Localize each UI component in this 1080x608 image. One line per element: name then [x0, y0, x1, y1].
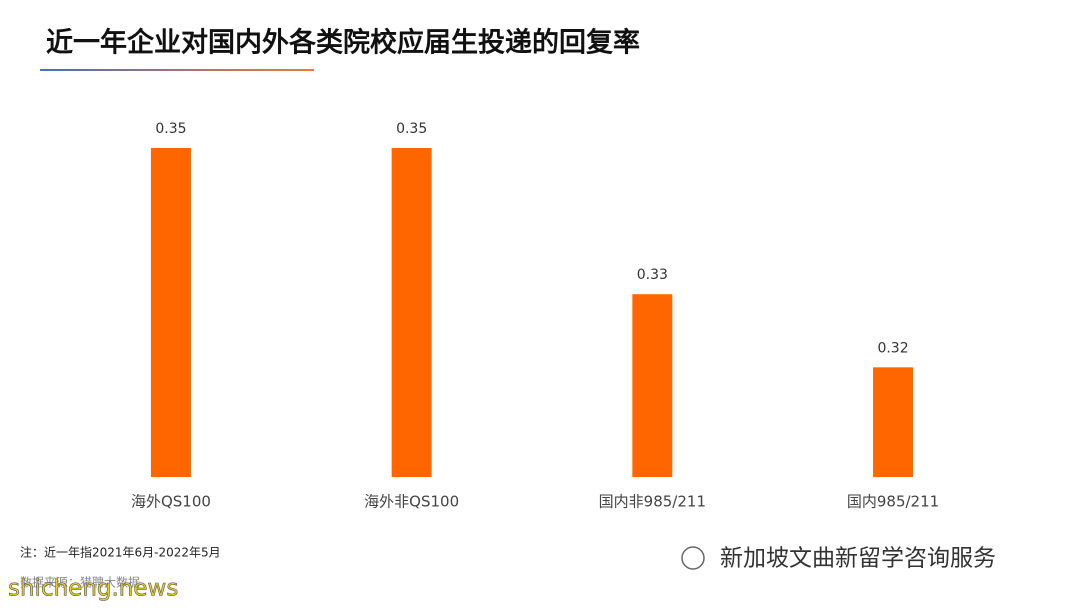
- value-label: 0.35: [396, 121, 427, 137]
- x-tick-label: 国内985/211: [847, 493, 939, 511]
- title-underline: [40, 69, 314, 71]
- account-icon: [681, 546, 705, 570]
- x-tick-label: 海外QS100: [131, 493, 211, 511]
- watermark: shicheng.news: [8, 576, 178, 602]
- bar: [632, 294, 673, 477]
- source: 数据来源：猎聘大数据: [20, 575, 140, 590]
- value-label: 0.33: [637, 267, 668, 283]
- bar: [150, 148, 191, 477]
- x-tick-label: 海外非QS100: [364, 493, 459, 511]
- bar: [873, 367, 914, 477]
- value-label: 0.32: [877, 340, 908, 356]
- chart-title: 近一年企业对国内外各类院校应届生投递的回复率: [46, 27, 640, 59]
- value-label: 0.35: [155, 121, 186, 137]
- bar: [391, 148, 432, 477]
- account-name: 新加坡文曲新留学咨询服务: [720, 546, 996, 572]
- x-tick-label: 国内非985/211: [599, 493, 706, 511]
- note: 注：近一年指2021年6月-2022年5月: [20, 545, 221, 560]
